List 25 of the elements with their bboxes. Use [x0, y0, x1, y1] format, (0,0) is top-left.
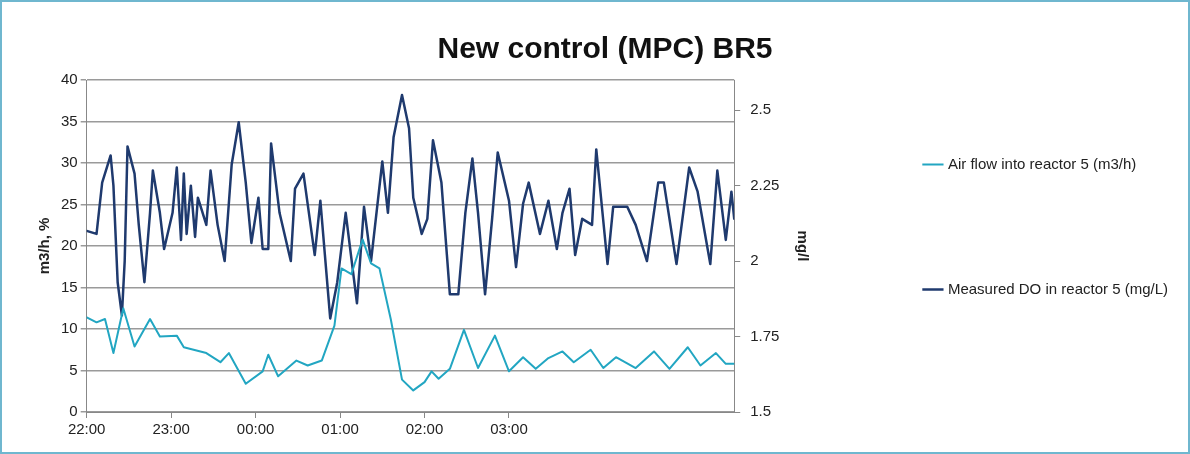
y-tick-label: 25 [61, 194, 78, 212]
y-tick-label: 30 [61, 153, 78, 171]
y-tick-label: 20 [61, 236, 78, 254]
x-tick-label: 03:00 [490, 420, 528, 438]
y-tick-label: 15 [61, 277, 78, 295]
y2-tick-label: 2 [750, 251, 759, 269]
y-tick-label: 35 [61, 111, 78, 129]
x-tick-label: 23:00 [152, 420, 190, 438]
y2-tick-label: 2.5 [750, 100, 772, 118]
x-tick-label: 00:00 [236, 420, 275, 438]
y2-tick-label: 1.5 [750, 402, 772, 420]
y-tick-label: 40 [61, 70, 78, 88]
chart-title: New control (MPC) BR5 [437, 31, 773, 65]
legend-label: Air flow into reactor 5 (m3/h) [947, 154, 1137, 172]
y-axis-title: m3/h, % [35, 217, 53, 275]
y-tick-label: 5 [69, 360, 78, 378]
x-tick-label: 01:00 [321, 420, 359, 438]
y2-axis-title: mg/l [795, 230, 813, 262]
x-tick-label: 02:00 [405, 420, 444, 438]
y2-tick-label: 1.75 [750, 326, 780, 344]
legend-label: Measured DO in reactor 5 (mg/L) [947, 279, 1168, 297]
y-tick-label: 10 [61, 319, 78, 337]
x-tick-label: 22:00 [67, 420, 106, 438]
y2-tick-label: 2.25 [750, 175, 780, 193]
y-tick-label: 0 [69, 402, 78, 420]
